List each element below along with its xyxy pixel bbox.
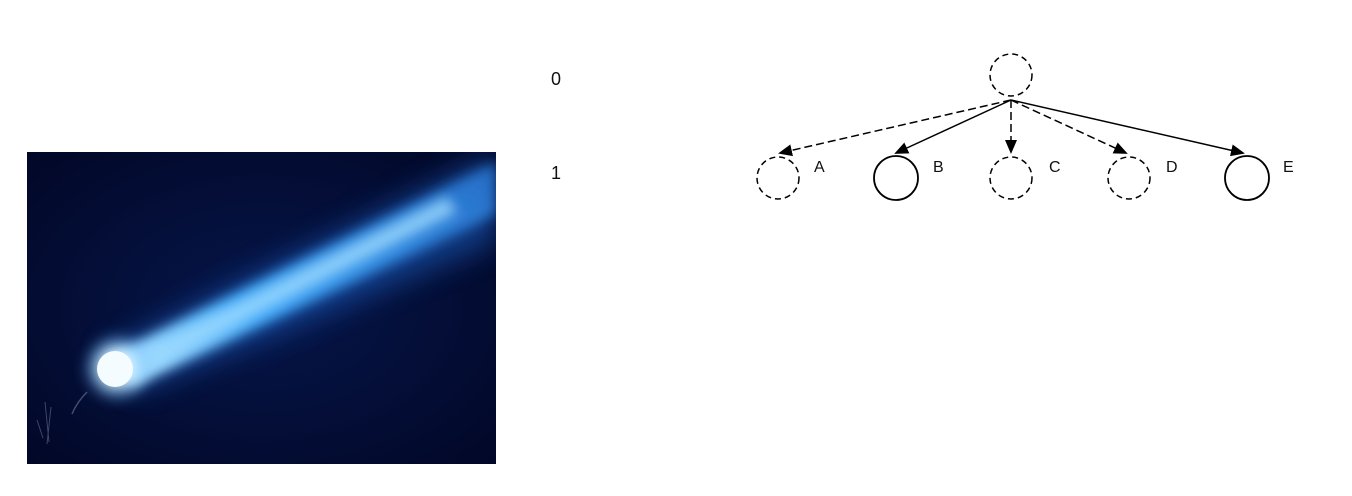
edge-root-a — [778, 99, 1012, 157]
node-e-label: E — [1283, 159, 1294, 176]
edge-root-b — [894, 99, 1012, 154]
level-0-label: 0 — [551, 69, 562, 89]
edge-root-d — [1010, 99, 1128, 154]
node-a-label: A — [814, 159, 825, 176]
tree-svg: A B C D E — [756, 53, 1294, 201]
edge-root-e — [1010, 99, 1245, 157]
root-node — [989, 53, 1033, 97]
node-a — [756, 156, 800, 200]
node-b — [873, 155, 919, 201]
comet-image — [27, 152, 496, 464]
node-b-label: B — [933, 159, 944, 176]
comet-illustration — [27, 152, 496, 464]
node-c-label: C — [1049, 159, 1061, 176]
tree-diagram: A B C D E — [740, 40, 1320, 220]
level-1-label: 1 — [551, 163, 562, 183]
node-d — [1107, 156, 1151, 200]
node-e — [1224, 155, 1270, 201]
node-c — [989, 156, 1033, 200]
node-d-label: D — [1166, 159, 1178, 176]
